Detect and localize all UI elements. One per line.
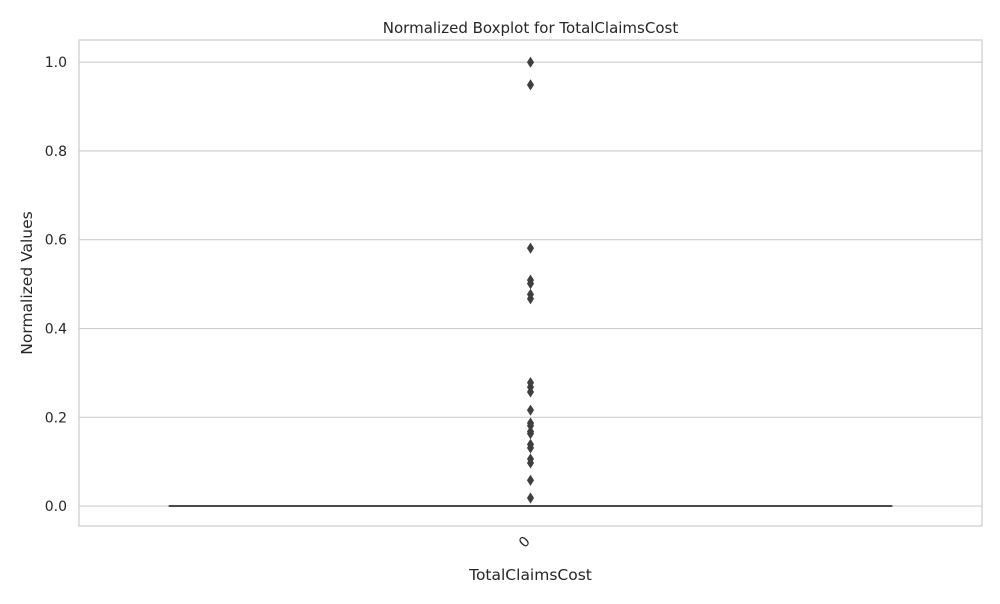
outlier-point	[527, 243, 533, 253]
chart-title: Normalized Boxplot for TotalClaimsCost	[383, 19, 679, 37]
outlier-point	[527, 475, 533, 485]
y-tick-label: 0.4	[45, 321, 67, 337]
outlier-layer	[527, 57, 533, 503]
y-tick-label: 1.0	[45, 55, 67, 71]
outlier-point	[527, 80, 533, 90]
y-tick-label: 0.2	[45, 410, 67, 426]
outlier-point	[527, 493, 533, 503]
y-tick-label: 0.6	[45, 233, 67, 249]
x-axis-label: TotalClaimsCost	[468, 566, 592, 584]
outlier-point	[527, 57, 533, 67]
x-tick-labels: 0	[516, 534, 534, 552]
x-tick-label: 0	[516, 534, 534, 552]
y-tick-label: 0.8	[45, 144, 67, 160]
y-tick-labels: 0.0 0.2 0.4 0.6 0.8 1.0	[45, 55, 67, 515]
outlier-point	[527, 405, 533, 415]
y-axis-label: Normalized Values	[18, 211, 36, 354]
y-tick-label: 0.0	[45, 499, 67, 515]
